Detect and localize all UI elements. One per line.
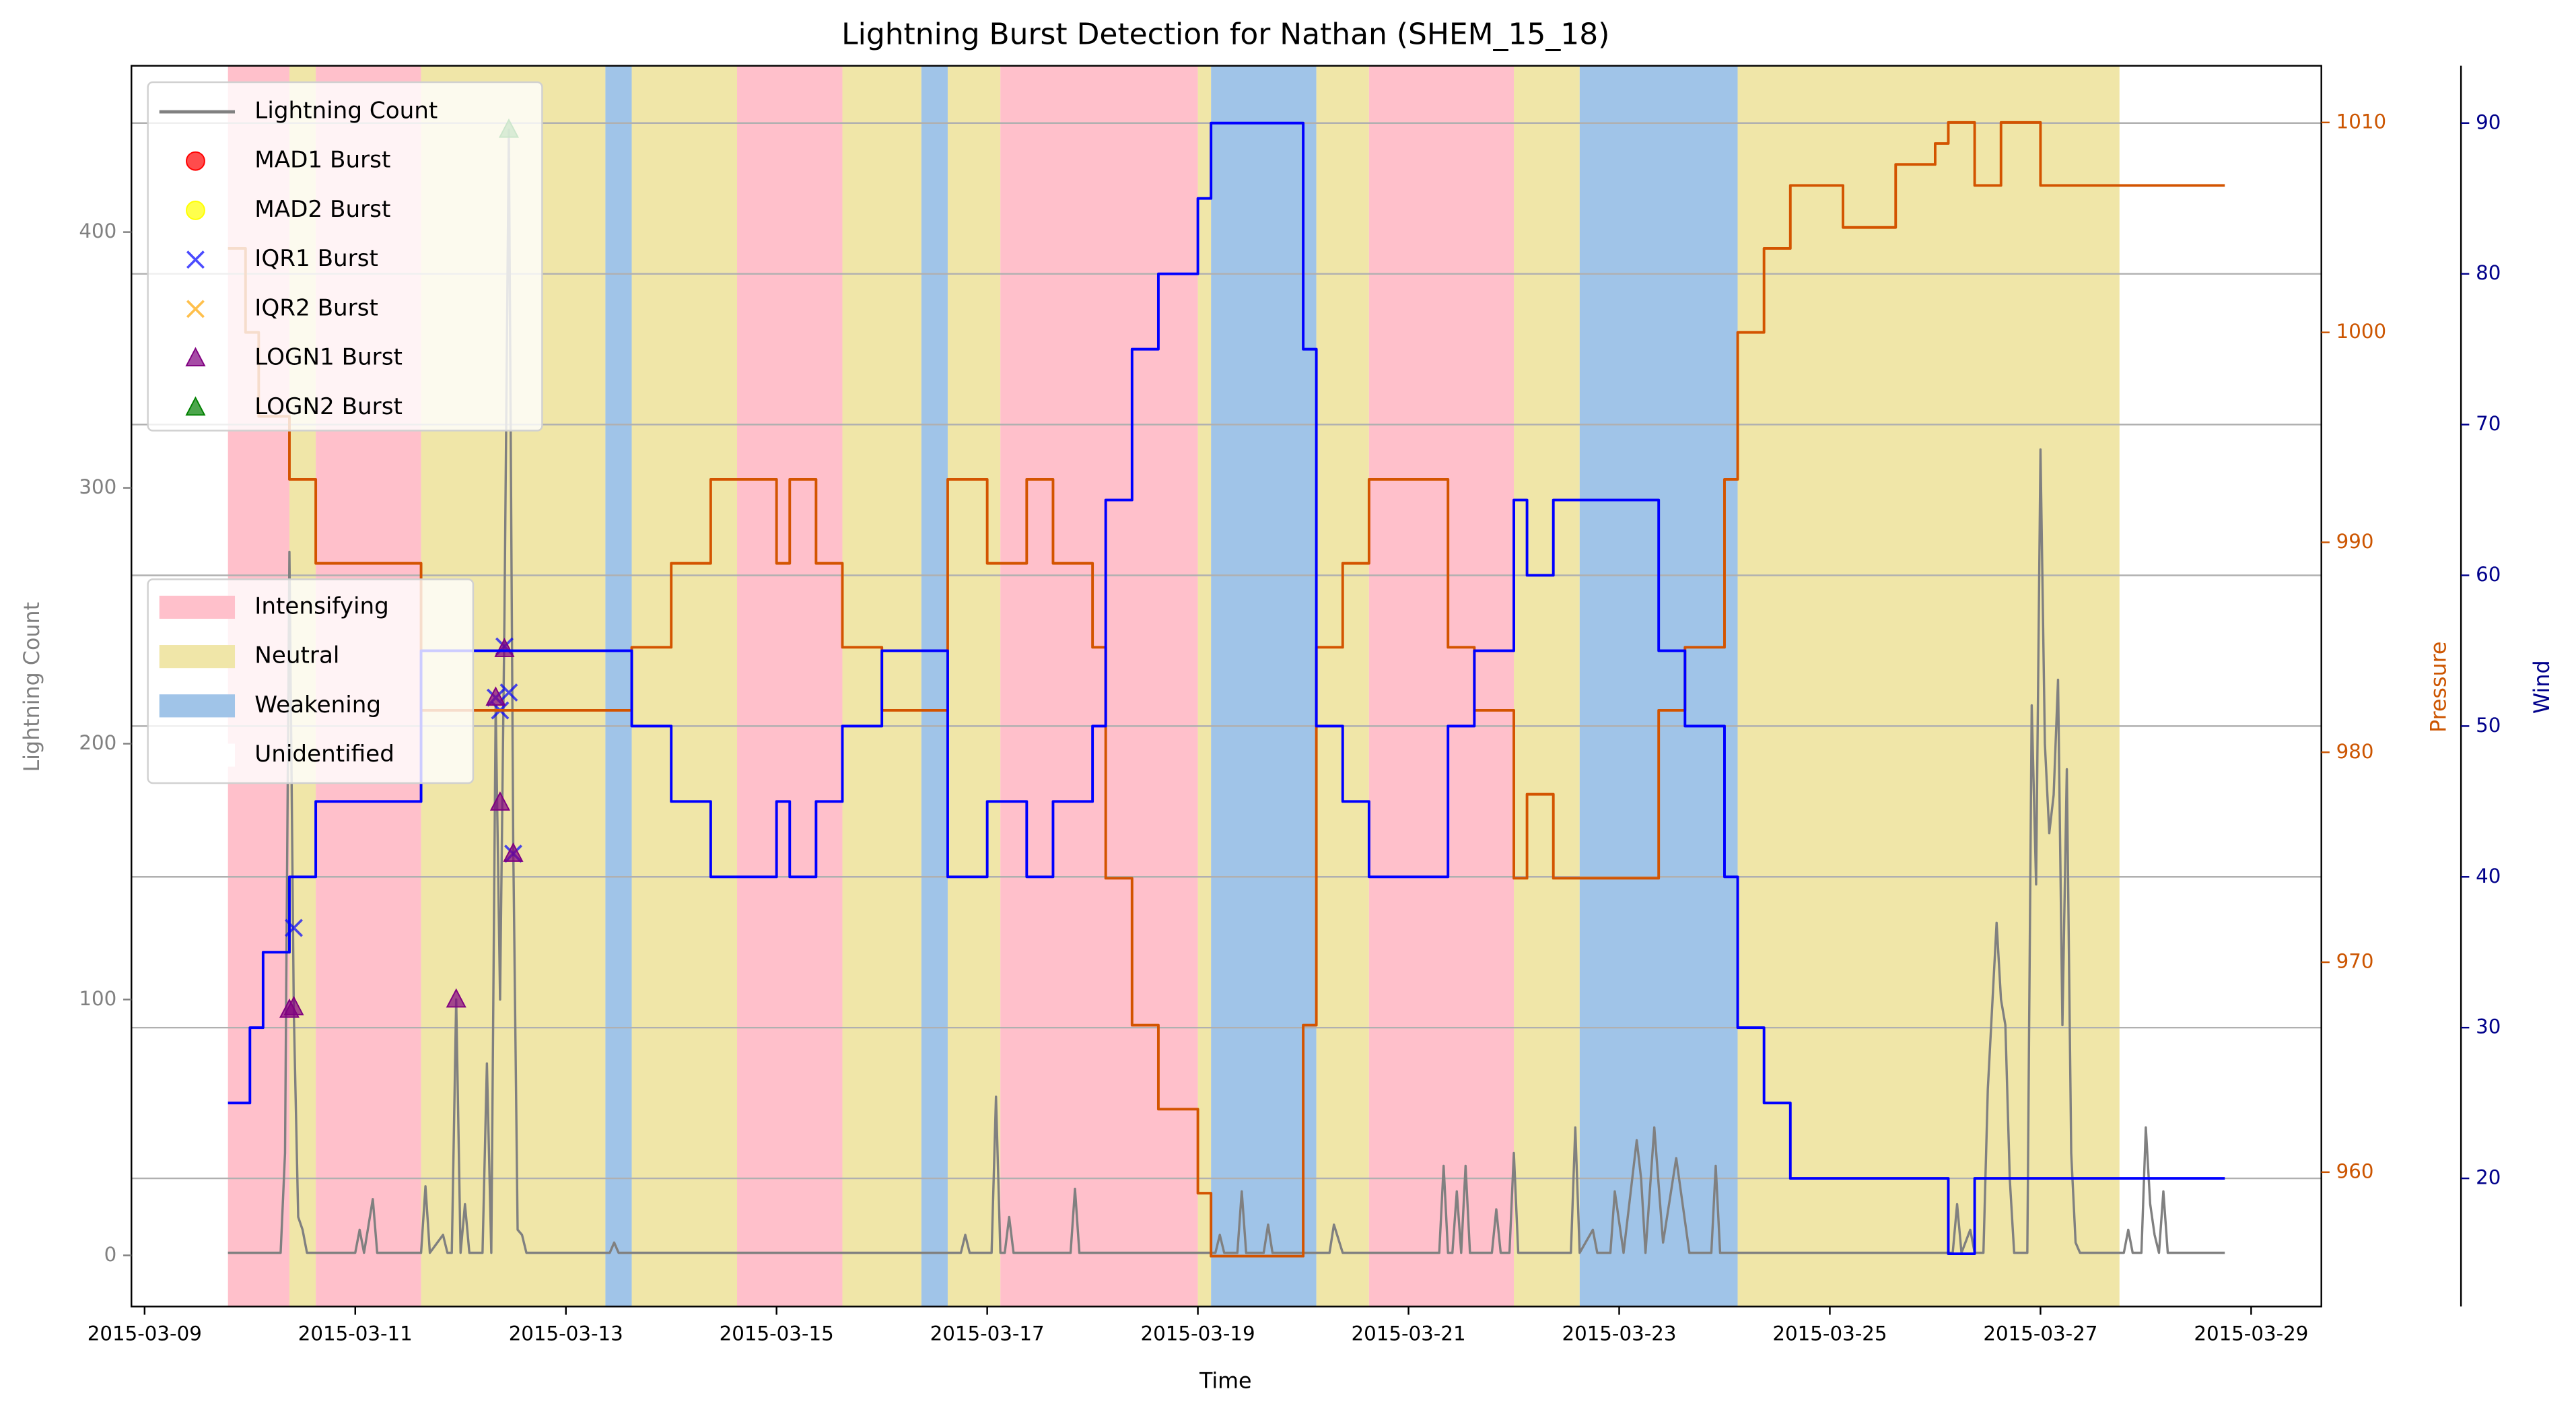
burst-marker [186, 250, 205, 269]
y3-axis-label: Wind [2530, 660, 2554, 714]
plot-frame [131, 65, 2322, 1308]
burst-marker [186, 300, 205, 318]
burst-marker [186, 151, 205, 171]
phase-span [1316, 65, 1369, 1307]
legend-label: MAD1 Burst [254, 147, 390, 174]
phase-span [631, 65, 738, 1307]
phase-span [1514, 65, 1580, 1307]
y-tick-label: 200 [79, 731, 116, 754]
x-tick-label: 2015-03-19 [1141, 1322, 1255, 1345]
burst-marker [446, 988, 466, 1008]
x-tick-label: 2015-03-21 [1352, 1322, 1466, 1345]
phase-span [1737, 65, 2120, 1307]
phase-span [737, 65, 843, 1307]
legend-label: Unidentified [254, 741, 394, 768]
x-tick-label: 2015-03-17 [930, 1322, 1045, 1345]
x-tick-label: 2015-03-15 [720, 1322, 834, 1345]
y-tick-label: 0 [104, 1243, 117, 1266]
y2-tick-label: 1000 [2336, 320, 2386, 343]
y-tick-label: 100 [79, 987, 116, 1010]
y3-tick-label: 40 [2476, 865, 2501, 887]
x-tick-label: 2015-03-13 [509, 1322, 623, 1345]
axes: Lightning Burst Detection for Nathan (SH… [20, 18, 2554, 1394]
y3-tick-label: 50 [2476, 714, 2501, 737]
y3-tick-label: 20 [2476, 1166, 2501, 1189]
legend-label: Intensifying [254, 593, 389, 619]
burst-marker [185, 396, 206, 416]
legend-label: Lightning Count [254, 98, 438, 125]
phase-span [1211, 65, 1317, 1307]
y3-tick-label: 90 [2476, 110, 2501, 133]
x-tick-label: 2015-03-29 [2194, 1322, 2308, 1345]
x-tick-label: 2015-03-25 [1772, 1322, 1887, 1345]
y2-tick-label: 980 [2336, 740, 2374, 763]
y2-axis-label: Pressure [2427, 642, 2451, 733]
burst-marker [283, 996, 304, 1015]
legends: Lightning Count MAD1 Burst MAD2 Burst IQR1 … [147, 81, 543, 784]
y2-tick-label: 960 [2336, 1159, 2374, 1182]
burst-marker [489, 791, 510, 811]
legend-box [147, 81, 543, 432]
burst-marker [186, 201, 205, 220]
y3-tick-label: 70 [2476, 412, 2501, 435]
legend-patch [159, 743, 236, 767]
series-line [228, 121, 2225, 1255]
legend-label: IQR1 Burst [254, 245, 378, 272]
legend-label: IQR2 Burst [254, 294, 378, 321]
x-tick-label: 2015-03-27 [1983, 1322, 2097, 1345]
chart-title: Lightning Burst Detection for Nathan (SH… [841, 18, 1609, 52]
burst-marker [185, 347, 206, 367]
x-tick-label: 2015-03-09 [88, 1322, 202, 1345]
y-tick-label: 400 [79, 220, 116, 242]
y-axis-label: Lightning Count [20, 602, 44, 772]
y2-tick-label: 970 [2336, 950, 2374, 973]
legend-patch [159, 595, 236, 619]
burst-marker [503, 842, 524, 862]
series-line [228, 128, 2225, 1254]
y-tick-label: 300 [79, 475, 116, 498]
legend-label: LOGN2 Burst [254, 393, 403, 420]
legend-label: Neutral [254, 642, 339, 669]
x-tick-label: 2015-03-11 [298, 1322, 413, 1345]
burst-marker [499, 683, 518, 702]
y2-tick-label: 1010 [2336, 110, 2386, 133]
burst-marker [485, 686, 506, 706]
legend-label: Weakening [254, 692, 381, 718]
phase-span [1579, 65, 1738, 1307]
burst-marker [494, 638, 515, 657]
legend-patch [159, 645, 236, 669]
legend-patch [159, 694, 236, 718]
y2-tick-label: 990 [2336, 530, 2374, 553]
series-line [228, 121, 2225, 1258]
x-tick-label: 2015-03-23 [1562, 1322, 1676, 1345]
phase-span [921, 65, 948, 1307]
legend-box [147, 578, 475, 784]
phase-span [1000, 65, 1198, 1307]
y3-tick-label: 60 [2476, 563, 2501, 586]
legend-label: MAD2 Burst [254, 196, 390, 223]
x-axis-label: Time [1199, 1370, 1252, 1394]
y3-tick-label: 80 [2476, 261, 2501, 284]
phase-span [947, 65, 1001, 1307]
legend-label: LOGN1 Burst [254, 344, 403, 371]
phase-span [605, 65, 632, 1307]
phase-span [1368, 65, 1515, 1307]
y3-tick-label: 30 [2476, 1015, 2501, 1038]
phase-span [1197, 65, 1212, 1307]
